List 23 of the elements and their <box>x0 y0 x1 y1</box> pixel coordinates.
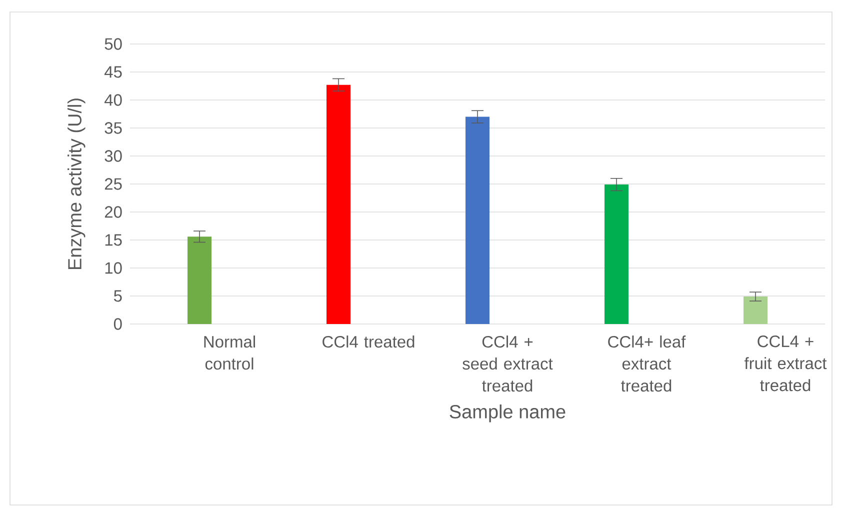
y-tick-label: 30 <box>104 150 122 162</box>
y-tick-label: 10 <box>105 262 122 274</box>
bar <box>744 296 768 324</box>
bar <box>188 236 212 324</box>
bar <box>326 84 351 324</box>
bar <box>466 116 490 324</box>
y-tick-label: 20 <box>104 206 122 218</box>
y-tick-label: 45 <box>104 66 122 78</box>
y-tick-label: 50 <box>104 38 122 50</box>
x-tick-label: Normal control <box>204 336 255 370</box>
y-tick-label: 15 <box>105 234 122 246</box>
y-tick-label: 35 <box>104 122 122 134</box>
x-tick-label: CCl4+ leaf extract treated <box>608 336 686 392</box>
x-axis-title: Sample name <box>450 404 566 422</box>
y-tick-label: 40 <box>104 94 122 106</box>
y-tick-label: 25 <box>104 178 122 190</box>
x-tick-label: CCL4 + fruit extract treated <box>744 336 827 392</box>
bar <box>604 184 629 324</box>
x-tick-label: CCl4 treated <box>322 336 414 348</box>
x-tick-label: CCl4 + seed extract treated <box>462 336 553 392</box>
y-tick-label: 5 <box>114 290 122 302</box>
y-tick-label: 0 <box>114 318 122 330</box>
y-axis-title: Enzyme activity (U/l) <box>68 98 86 269</box>
